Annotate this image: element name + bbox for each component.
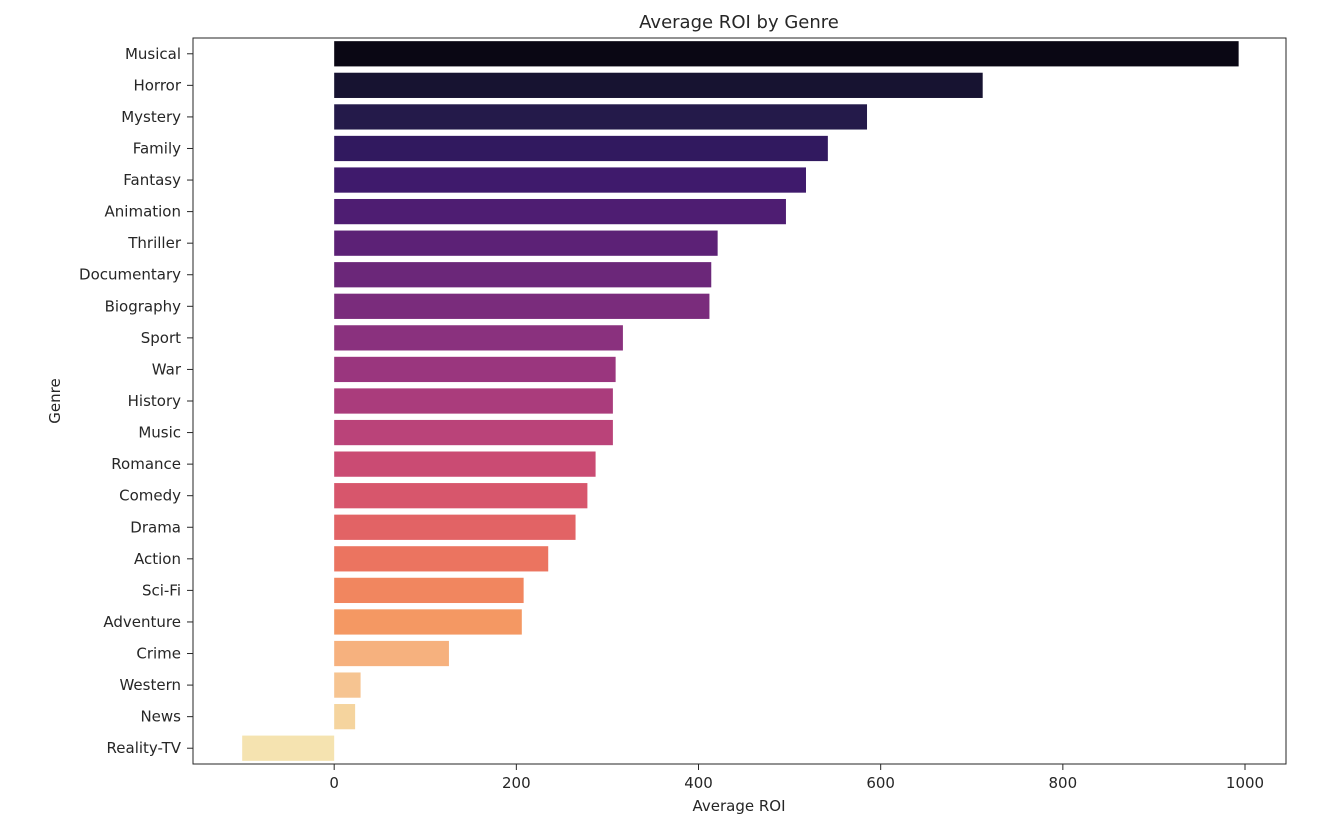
bar-crime [334, 640, 449, 667]
y-tick-label: Comedy [119, 487, 181, 505]
y-axis-label: Genre [46, 378, 64, 423]
bar-documentary [334, 262, 712, 288]
y-tick-label: Fantasy [123, 171, 181, 189]
x-axis-label: Average ROI [692, 797, 785, 815]
bar-comedy [334, 483, 588, 509]
y-tick-label: Musical [125, 45, 181, 63]
y-tick-label: News [140, 708, 181, 726]
bar-adventure [334, 609, 522, 635]
x-tick-label: 400 [684, 774, 713, 792]
bar-reality-tv [242, 735, 335, 761]
x-axis-ticks: 0 200 400 600 800 1000 [329, 764, 1264, 792]
y-tick-label: Action [134, 550, 181, 568]
bar-history [334, 388, 613, 414]
bar-family [334, 135, 828, 162]
bar-western [334, 672, 361, 698]
y-tick-label: Western [119, 676, 181, 694]
y-tick-label: History [128, 392, 181, 410]
bar-musical [334, 41, 1239, 67]
y-tick-label: Animation [105, 203, 181, 221]
y-tick-label: Horror [133, 76, 181, 94]
y-tick-label: Thriller [127, 234, 182, 252]
bar-biography [334, 293, 710, 319]
y-tick-label: Reality-TV [107, 739, 182, 757]
chart-title: Average ROI by Genre [639, 12, 839, 33]
y-tick-label: Adventure [103, 613, 181, 631]
bar-animation [334, 198, 786, 225]
y-tick-label: Sport [141, 329, 181, 347]
bars-group [242, 41, 1239, 761]
bar-action [334, 546, 549, 572]
x-tick-label: 600 [866, 774, 895, 792]
bar-horror [334, 72, 983, 98]
bar-thriller [334, 230, 718, 256]
bar-war [334, 356, 616, 383]
x-tick-label: 0 [329, 774, 339, 792]
bar-sport [334, 325, 623, 351]
y-tick-label: Sci-Fi [142, 581, 181, 599]
y-tick-label: Documentary [79, 266, 181, 284]
plot-frame [192, 37, 1287, 765]
x-tick-label: 800 [1049, 774, 1078, 792]
y-tick-label: War [152, 360, 182, 378]
x-tick-label: 200 [502, 774, 531, 792]
y-tick-label: Biography [105, 297, 182, 315]
bar-music [334, 419, 613, 446]
y-tick-label: Family [133, 139, 181, 157]
y-tick-label: Crime [136, 645, 181, 663]
x-tick-label: 1000 [1226, 774, 1264, 792]
y-tick-label: Mystery [121, 108, 181, 126]
bar-fantasy [334, 167, 806, 193]
bar-mystery [334, 104, 868, 130]
bar-sci-fi [334, 577, 524, 604]
bar-drama [334, 514, 576, 540]
y-tick-label: Romance [111, 455, 181, 473]
bar-romance [334, 451, 596, 477]
y-tick-label: Drama [130, 518, 181, 536]
y-tick-label: Music [138, 424, 181, 442]
bar-news [334, 704, 356, 730]
y-axis-ticks: Musical Horror Mystery Family Fantasy Animati… [79, 45, 193, 757]
